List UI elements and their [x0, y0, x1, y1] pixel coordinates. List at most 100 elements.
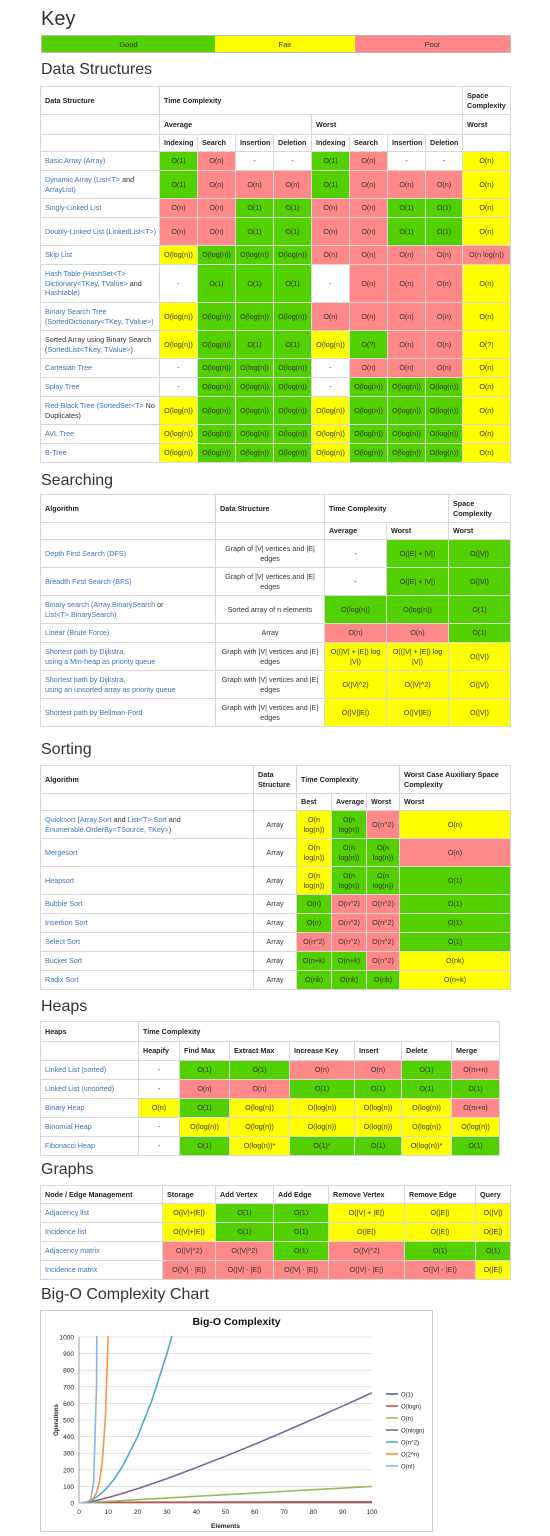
doc-link[interactable]: Adjacency list: [45, 1208, 89, 1218]
doc-link[interactable]: Skip List: [45, 250, 73, 260]
doc-link[interactable]: Linear (Brute Force): [45, 628, 110, 638]
doc-link[interactable]: Bucket Sort: [45, 956, 83, 966]
complexity-cell: O(1): [273, 1222, 329, 1242]
doc-link[interactable]: Adjacency matrix: [45, 1246, 100, 1256]
complexity-cell: O(1): [179, 1136, 230, 1156]
doc-link[interactable]: Hash Table (: [45, 269, 86, 279]
doc-link[interactable]: Dynamic Array (: [45, 175, 97, 185]
doc-link[interactable]: Mergesort: [45, 847, 78, 857]
legend-fair: Fair: [215, 36, 355, 52]
complexity-cell: O(n): [349, 198, 388, 218]
complexity-cell: O(n): [311, 302, 350, 331]
complexity-cell: O(n): [387, 302, 426, 331]
doc-link[interactable]: Bubble Sort: [45, 899, 83, 909]
complexity-cell: O(n): [387, 245, 426, 265]
doc-link[interactable]: List<T>.Sort: [127, 815, 167, 825]
complexity-cell: O(n): [387, 330, 426, 359]
doc-link[interactable]: Doubly-Linked List (: [45, 226, 109, 236]
doc-link[interactable]: ArrayList: [45, 184, 74, 194]
doc-link[interactable]: Radix Sort: [45, 975, 79, 985]
doc-link[interactable]: Binary Heap: [45, 1103, 85, 1113]
complexity-cell: O(1): [387, 198, 426, 218]
doc-link[interactable]: SortedList<TKey, TValue>: [47, 344, 131, 354]
complexity-cell: O(1): [424, 198, 464, 218]
complexity-cell: -: [159, 358, 198, 378]
doc-link[interactable]: Depth First Search (DFS): [45, 548, 127, 558]
doc-link[interactable]: Array.Sort: [79, 815, 112, 825]
complexity-cell: -: [138, 1079, 180, 1099]
doc-link[interactable]: List<T>: [96, 175, 121, 185]
complexity-cell: O(log(n)): [235, 443, 274, 463]
doc-link[interactable]: using a Min-heap as priority queue: [45, 656, 156, 666]
complexity-cell: O(n^2): [331, 894, 367, 914]
table-row: Binary search (Array.BinarySearch or Lis…: [40, 595, 511, 624]
complexity-cell: O(1): [289, 1079, 355, 1099]
doc-link[interactable]: Heapsort: [45, 875, 75, 885]
doc-link[interactable]: B-Tree: [45, 448, 67, 458]
complexity-cell: O(1): [197, 264, 236, 303]
doc-link[interactable]: Binary Search Tree (: [45, 307, 107, 326]
table-row: Binary Search Tree (SortedDictionary<TKe…: [40, 302, 511, 331]
doc-link[interactable]: Array.BinarySearch: [93, 600, 156, 610]
complexity-cell: O(log(n)): [197, 424, 236, 444]
doc-link[interactable]: Shortest path by Bellman-Ford: [45, 707, 143, 717]
complexity-cell: -: [311, 377, 350, 397]
doc-link[interactable]: Enumerable.OrderBy<TSource, TKey>: [45, 824, 169, 834]
doc-link[interactable]: Basic Array (Array): [45, 156, 106, 166]
doc-link[interactable]: Red-Black Tree (: [45, 401, 99, 411]
doc-link[interactable]: Insertion Sort: [45, 918, 88, 928]
row-name: Quicksort (Array.Sort and List<T>.Sort a…: [40, 810, 254, 839]
complexity-cell: O(log(n)): [235, 377, 274, 397]
doc-link[interactable]: Cartesian Tree: [45, 363, 93, 373]
doc-link[interactable]: ): [77, 288, 80, 298]
complexity-cell: O(1): [273, 198, 312, 218]
doc-link[interactable]: Splay Tree: [45, 382, 80, 392]
doc-link[interactable]: ): [153, 226, 157, 236]
complexity-cell: O(n): [197, 151, 236, 171]
complexity-cell: O(|E| + |V|): [385, 539, 450, 568]
doc-link[interactable]: LinkedList<T>: [108, 226, 154, 236]
doc-link[interactable]: Incidence matrix: [45, 1265, 98, 1275]
doc-link[interactable]: SortedSet<T>: [98, 401, 144, 411]
complexity-cell: O(n): [349, 358, 388, 378]
doc-link[interactable]: AVL Tree: [45, 429, 75, 439]
row-name: Binary search (Array.BinarySearch or Lis…: [40, 595, 216, 624]
doc-link[interactable]: Dictionary<TKey, TValue>: [45, 278, 128, 288]
doc-link[interactable]: HashSet<T>: [85, 269, 126, 279]
complexity-cell: O(log(n)): [197, 330, 236, 359]
doc-link[interactable]: Incidence list: [45, 1227, 87, 1237]
doc-link[interactable]: using an unsorted array as priority queu…: [45, 684, 176, 694]
doc-link[interactable]: Select Sort: [45, 937, 81, 947]
graphs-heading: Graphs: [41, 1161, 94, 1178]
complexity-cell: O(log(n)): [197, 396, 236, 425]
doc-link[interactable]: ): [151, 316, 154, 326]
doc-link[interactable]: ): [73, 184, 76, 194]
doc-link[interactable]: Binomial Heap: [45, 1122, 92, 1132]
col-op: Increase Key: [289, 1041, 355, 1061]
doc-link[interactable]: ): [114, 609, 117, 619]
chart-title: Big-O Complexity: [192, 1316, 281, 1328]
complexity-cell: O(log(n)): [229, 1098, 290, 1118]
doc-link[interactable]: Hashtable: [45, 288, 78, 298]
doc-link[interactable]: List<T>.BinarySearch: [45, 609, 115, 619]
doc-link[interactable]: Shortest path by Dijkstra,: [45, 647, 126, 657]
complexity-cell: O(|V|): [448, 698, 511, 727]
doc-link[interactable]: Linked List (sorted): [45, 1065, 107, 1075]
complexity-cell: O((|V| + |E|) log |V|): [324, 642, 387, 671]
row-name: Adjacency matrix: [40, 1241, 163, 1261]
complexity-cell: O(log(n)): [235, 302, 274, 331]
doc-link[interactable]: Singly-Linked List: [45, 203, 102, 213]
complexity-cell: O(log(n)): [311, 424, 350, 444]
doc-link[interactable]: Quicksort: [45, 815, 76, 825]
doc-link[interactable]: SortedDictionary<TKey, TValue>: [47, 316, 152, 326]
data-structure-cell: Array: [253, 913, 297, 933]
table-row: B-Tree O(log(n)) O(log(n)) O(log(n)) O(log(n…: [40, 443, 511, 463]
doc-link[interactable]: Binary search (: [45, 600, 94, 610]
doc-link[interactable]: Shortest path by Dijkstra,: [45, 675, 126, 685]
complexity-cell: O(n+k): [296, 951, 332, 971]
complexity-cell: O(1): [159, 170, 198, 199]
doc-link[interactable]: Linked List (unsorted): [45, 1084, 115, 1094]
doc-link[interactable]: Breadth First Search (BFS): [45, 576, 132, 586]
doc-link[interactable]: Fibonacci Heap: [45, 1141, 95, 1151]
table-row: Red-Black Tree (SortedSet<T> No Duplicat…: [40, 396, 511, 425]
